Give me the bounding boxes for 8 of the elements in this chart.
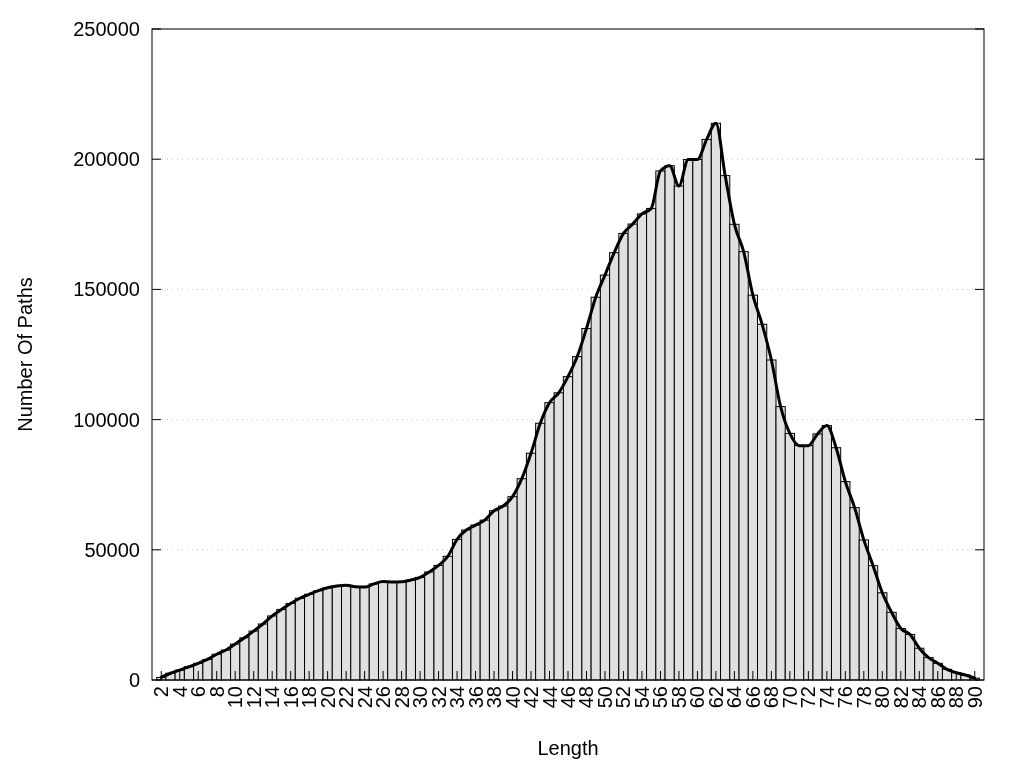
y-tick-label: 50000 — [84, 538, 140, 561]
y-tick-label: 200000 — [73, 148, 140, 171]
y-axis-title: Number Of Paths — [14, 277, 36, 432]
y-tick-label: 0 — [128, 669, 140, 691]
y-tick-label: 100000 — [73, 408, 140, 431]
y-tick-label: 150000 — [73, 278, 140, 301]
y-tick-label: 250000 — [73, 18, 140, 40]
x-axis-title: Length — [537, 737, 599, 759]
